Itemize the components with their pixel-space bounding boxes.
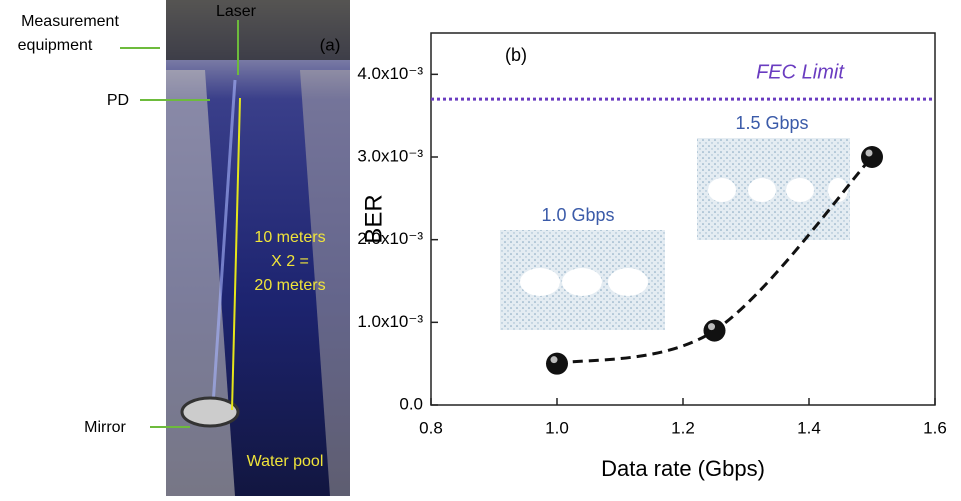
distance-arrow [231, 97, 241, 411]
y-tick-label: 1.0x10⁻³ [357, 312, 423, 331]
pool-label: Water pool [247, 453, 324, 470]
equipment [166, 0, 350, 60]
eye [828, 178, 848, 202]
eye-label: 1.5 Gbps [735, 113, 808, 133]
eye-diagram [697, 138, 850, 240]
x-tick-label: 1.2 [671, 418, 695, 437]
plot-frame [430, 32, 936, 406]
eye [748, 178, 776, 202]
y-tick-label: 4.0x10⁻³ [357, 64, 423, 83]
eye [520, 268, 560, 296]
eye [708, 178, 736, 202]
eye [786, 178, 814, 202]
panel-label: (a) [320, 35, 341, 54]
laser-label: Laser [216, 3, 257, 20]
data-point-highlight [550, 356, 558, 364]
x-tick-label: 1.0 [545, 418, 569, 437]
y-tick-label: 2.0x10⁻³ [357, 229, 423, 248]
pool-wall [166, 70, 235, 496]
panel-label: (b) [505, 45, 527, 65]
mirror-label: Mirror [84, 419, 126, 436]
x-tick-label: 0.8 [419, 418, 443, 437]
mirror [180, 396, 240, 428]
photo [166, 0, 350, 496]
x-tick-label: 1.4 [797, 418, 821, 437]
y-axis-label: BER [360, 194, 387, 243]
data-point [861, 146, 883, 168]
data-point [546, 352, 568, 375]
distance-label: 20 meters [254, 277, 325, 294]
eye [608, 268, 648, 296]
beam [210, 79, 237, 421]
distance-label: 10 meters [254, 229, 325, 246]
eye-label: 1.0 Gbps [541, 205, 614, 225]
data-point-highlight [865, 149, 873, 157]
pointers [120, 20, 239, 428]
y-tick-label: 0.0 [399, 394, 423, 413]
eye [562, 268, 602, 296]
pd-label: PD [107, 92, 129, 109]
y-tick-label: 3.0x10⁻³ [357, 146, 423, 165]
data-point-highlight [708, 323, 715, 331]
measurement-label: Measurement [21, 13, 119, 30]
data-point [703, 319, 726, 342]
fec-label: FEC Limit [756, 61, 845, 83]
x-axis-label: Data rate (Gbps) [601, 456, 765, 481]
x-tick-label: 1.6 [923, 418, 947, 437]
eye-diagram [500, 230, 665, 330]
pool-wall [300, 70, 350, 496]
measurement-label: equipment [18, 37, 93, 54]
distance-label: X 2 = [271, 253, 309, 270]
